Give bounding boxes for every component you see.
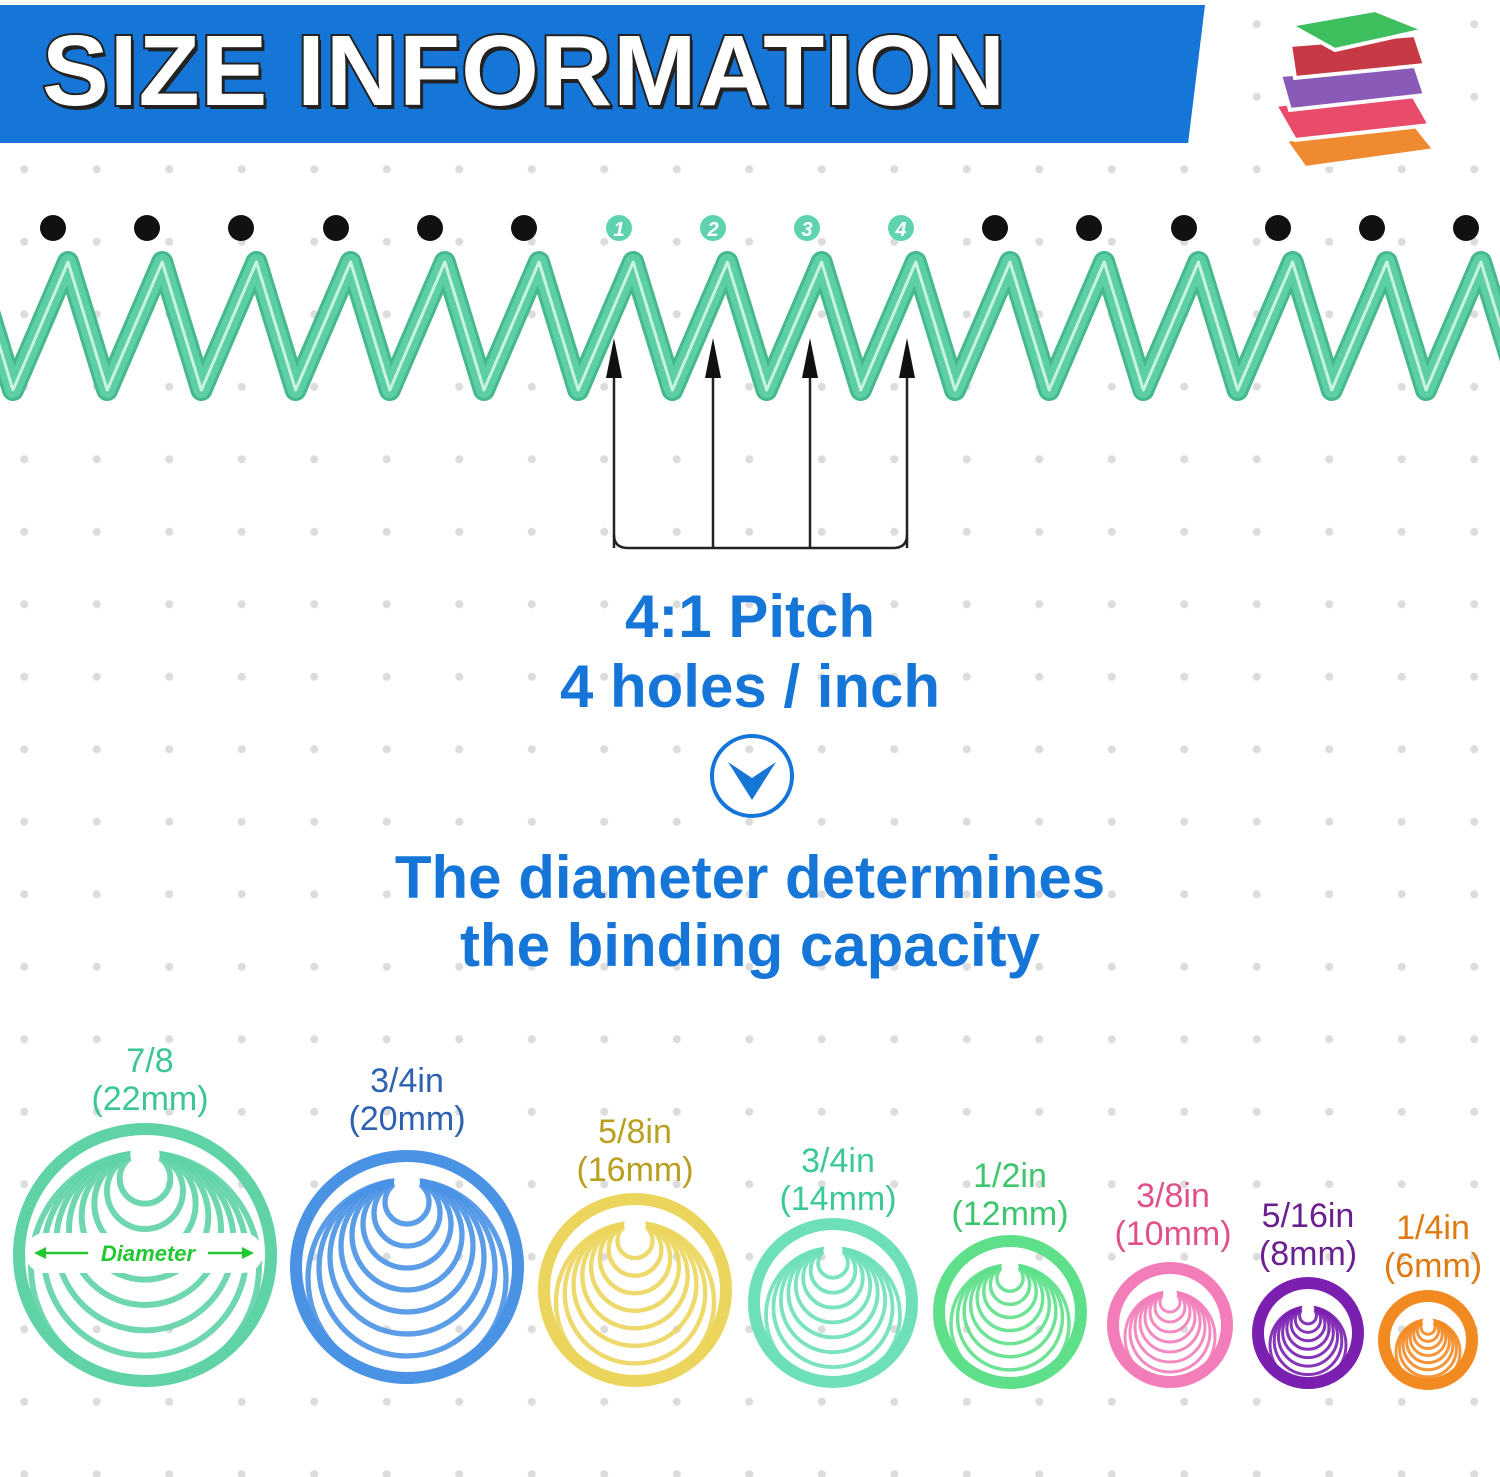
ring-size-inch: 3/4in — [370, 1062, 444, 1100]
pitch-label: 4:1 Pitch — [624, 583, 876, 650]
punch-hole — [417, 215, 443, 241]
ring-size-inch: 5/8in — [598, 1113, 672, 1151]
capacity-line-2: the binding capacity — [459, 912, 1041, 979]
arrow-up-icon — [802, 338, 818, 378]
chevron-down-circle-icon — [710, 734, 794, 818]
punch-hole — [323, 215, 349, 241]
ring-size-label: 3/4in (14mm) — [779, 1142, 896, 1218]
punch-hole — [982, 215, 1008, 241]
ring-size-label: 5/16in (8mm) — [1259, 1197, 1357, 1273]
ring-size-label: 5/8in (16mm) — [576, 1113, 693, 1189]
punch-hole — [1453, 215, 1479, 241]
page-title: SIZE INFORMATION — [40, 13, 1007, 129]
pitch-hole-marker — [606, 215, 632, 241]
ring-size-mm: (12mm) — [951, 1195, 1069, 1233]
pitch-hole-marker — [794, 215, 820, 241]
ring-size-inch: 5/16in — [1261, 1197, 1355, 1235]
ring-size-mm: (10mm) — [1114, 1215, 1232, 1253]
ring-20mm — [290, 1150, 524, 1384]
punch-hole — [228, 215, 254, 241]
ring-size-label: 3/8in (10mm) — [1114, 1177, 1231, 1253]
punch-hole — [1359, 215, 1385, 241]
header-banner — [0, 5, 1205, 143]
punch-hole — [1076, 215, 1102, 241]
spiral-coil-diagram: 1 2 3 4 — [0, 215, 1500, 550]
pitch-hole-marker — [700, 215, 726, 241]
ring-size-mm: (8mm) — [1258, 1235, 1358, 1273]
ring-16mm — [538, 1193, 732, 1387]
bracket — [612, 534, 909, 550]
ring-size-inch: 3/8in — [1136, 1177, 1210, 1215]
pitch-marker-number: 4 — [894, 219, 906, 241]
pitch-marker-number: 3 — [801, 219, 812, 241]
punch-hole — [1171, 215, 1197, 241]
pitch-marker-number: 1 — [613, 219, 624, 241]
punch-hole — [1265, 215, 1291, 241]
punch-hole — [511, 215, 537, 241]
diameter-indicator: Diameter — [25, 1233, 263, 1273]
ring-size-inch: 1/2in — [973, 1157, 1047, 1195]
ring-size-inch: 7/8 — [126, 1042, 174, 1080]
holes-per-inch-label: 4 holes / inch — [559, 653, 941, 720]
ring-size-mm: (22mm) — [91, 1080, 209, 1118]
diameter-label: Diameter — [101, 1241, 197, 1266]
capacity-line-1: The diameter determines — [394, 844, 1106, 911]
ring-10mm — [1107, 1262, 1233, 1388]
ring-size-mm: (14mm) — [779, 1180, 897, 1218]
ring-8mm — [1252, 1277, 1364, 1389]
ring-size-label: 1/4in (6mm) — [1384, 1209, 1482, 1285]
ring-size-inch: 3/4in — [801, 1142, 875, 1180]
arrow-up-icon — [705, 338, 721, 378]
ring-size-label: 3/4in (20mm) — [348, 1062, 465, 1138]
ring-size-inch: 1/4in — [1396, 1209, 1470, 1247]
ring-size-label: 7/8 (22mm) — [91, 1042, 208, 1118]
books-stack-icon — [1271, 7, 1439, 171]
ring-12mm — [933, 1235, 1087, 1389]
pitch-hole-marker — [888, 215, 914, 241]
ring-size-label: 1/2in (12mm) — [951, 1157, 1068, 1233]
arrow-up-icon — [899, 338, 915, 378]
ring-size-mm: (20mm) — [348, 1100, 466, 1138]
ring-14mm — [748, 1218, 918, 1388]
punch-hole — [134, 215, 160, 241]
punch-hole — [40, 215, 66, 241]
ring-size-mm: (16mm) — [576, 1151, 694, 1189]
ring-6mm — [1378, 1290, 1478, 1390]
arrow-up-icon — [606, 338, 622, 378]
ring-size-mm: (6mm) — [1383, 1247, 1483, 1285]
pitch-marker-number: 2 — [706, 219, 718, 241]
